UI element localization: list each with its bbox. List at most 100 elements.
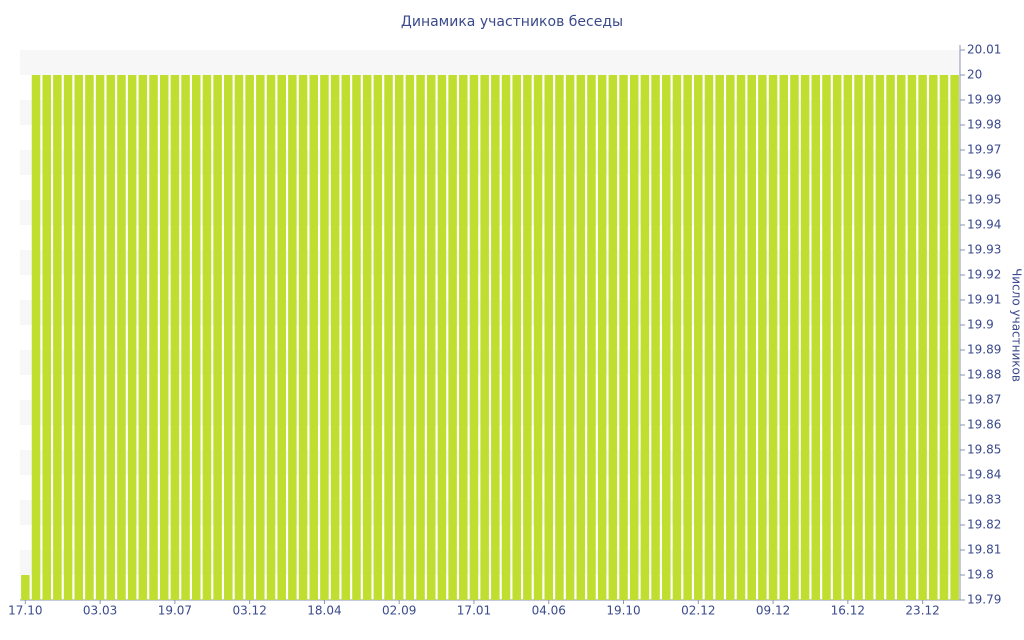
bar xyxy=(587,75,596,600)
bar xyxy=(651,75,660,600)
y-axis-label: Число участников xyxy=(1010,268,1024,382)
bar xyxy=(501,75,511,600)
bar xyxy=(736,75,746,600)
x-tick-label: 23.12 xyxy=(905,604,939,618)
bar xyxy=(256,75,265,600)
y-tick-label: 19.85 xyxy=(967,443,1001,457)
bar xyxy=(565,75,575,600)
bar xyxy=(469,75,479,600)
x-tick-label: 19.07 xyxy=(158,604,192,618)
bar xyxy=(245,75,254,600)
bar xyxy=(790,75,799,600)
bar xyxy=(629,75,639,600)
bar xyxy=(555,75,564,600)
bar xyxy=(459,75,468,600)
bar xyxy=(822,75,831,600)
y-tick-label: 19.88 xyxy=(967,368,1001,382)
bar xyxy=(362,75,372,600)
bar xyxy=(266,75,276,600)
bar xyxy=(886,75,895,600)
bar xyxy=(127,75,137,600)
y-tick-label: 19.97 xyxy=(967,143,1001,157)
y-tick-label: 19.81 xyxy=(967,543,1001,557)
bar xyxy=(843,75,853,600)
bar xyxy=(159,75,169,600)
bar xyxy=(309,75,319,600)
bar xyxy=(758,75,767,600)
bar xyxy=(672,75,682,600)
bar xyxy=(213,75,222,600)
bar xyxy=(896,75,906,600)
bar xyxy=(437,75,447,600)
y-tick-label: 19.82 xyxy=(967,518,1001,532)
bar xyxy=(416,75,425,600)
bar xyxy=(576,75,586,600)
y-tick-label: 19.79 xyxy=(967,593,1001,607)
bar xyxy=(939,75,949,600)
x-tick-label: 02.12 xyxy=(681,604,715,618)
y-tick-label: 19.93 xyxy=(967,243,1001,257)
x-tick-label: 16.12 xyxy=(831,604,865,618)
bar xyxy=(726,75,735,600)
y-tick-label: 19.94 xyxy=(967,218,1001,232)
bar xyxy=(448,75,457,600)
bar xyxy=(31,75,41,600)
x-tick-label: 09.12 xyxy=(756,604,790,618)
bar xyxy=(352,75,361,600)
chart-title: Динамика участников беседы xyxy=(401,14,623,30)
y-tick-label: 19.89 xyxy=(967,343,1001,357)
x-tick-label: 18.04 xyxy=(307,604,341,618)
bar xyxy=(234,75,244,600)
y-tick-label: 19.95 xyxy=(967,193,1001,207)
bar xyxy=(117,75,126,600)
bar xyxy=(907,75,917,600)
y-tick-label: 19.87 xyxy=(967,393,1001,407)
bar xyxy=(191,75,201,600)
bar xyxy=(854,75,863,600)
bar xyxy=(384,75,393,600)
y-tick-label: 19.91 xyxy=(967,293,1001,307)
bar xyxy=(929,75,938,600)
y-tick-label: 19.9 xyxy=(967,318,994,332)
bar xyxy=(779,75,789,600)
bar xyxy=(394,75,404,600)
y-tick-label: 19.86 xyxy=(967,418,1001,432)
bar xyxy=(53,75,62,600)
bar xyxy=(341,75,351,600)
bar xyxy=(512,75,521,600)
bar xyxy=(533,75,543,600)
bar xyxy=(800,75,810,600)
bar xyxy=(661,75,671,600)
bar xyxy=(491,75,500,600)
bar xyxy=(597,75,607,600)
bar xyxy=(683,75,692,600)
y-tick-label: 20.01 xyxy=(967,43,1001,57)
bar xyxy=(640,75,650,600)
bar xyxy=(63,75,73,600)
bar xyxy=(523,75,532,600)
bar xyxy=(426,75,436,600)
bar xyxy=(138,75,148,600)
x-tick-label: 19.10 xyxy=(606,604,640,618)
bar xyxy=(950,75,959,600)
y-tick-label: 19.83 xyxy=(967,493,1001,507)
bar xyxy=(21,575,30,600)
bar xyxy=(224,75,233,600)
y-tick-label: 20 xyxy=(967,68,982,82)
bar xyxy=(298,75,308,600)
y-tick-label: 19.98 xyxy=(967,118,1001,132)
bar xyxy=(320,75,329,600)
y-tick-label: 19.84 xyxy=(967,468,1001,482)
y-tick-label: 19.96 xyxy=(967,168,1001,182)
bar xyxy=(747,75,756,600)
bar xyxy=(85,75,94,600)
x-tick-label: 03.12 xyxy=(232,604,266,618)
bar xyxy=(288,75,297,600)
bar xyxy=(181,75,190,600)
x-tick-label: 17.01 xyxy=(457,604,491,618)
bar xyxy=(277,75,286,600)
bar xyxy=(768,75,778,600)
bar xyxy=(544,75,554,600)
bar xyxy=(405,75,415,600)
